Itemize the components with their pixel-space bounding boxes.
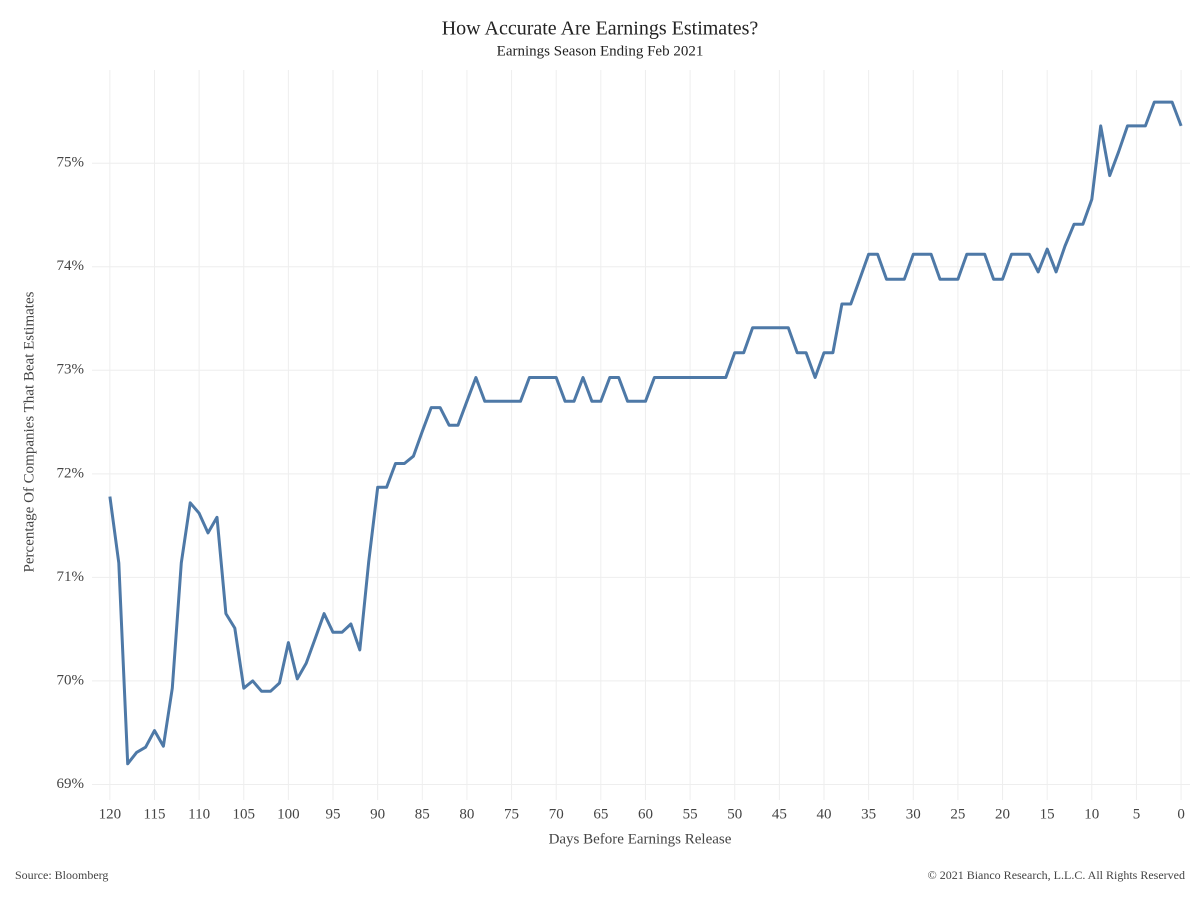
x-tick-label: 95 [326, 806, 341, 822]
x-tick-label: 105 [233, 806, 256, 822]
x-tick-label: 60 [638, 806, 653, 822]
x-tick-label: 90 [370, 806, 385, 822]
x-tick-label: 85 [415, 806, 430, 822]
x-tick-label: 100 [277, 806, 300, 822]
y-tick-label: 69% [57, 776, 85, 792]
x-tick-label: 35 [861, 806, 876, 822]
x-tick-label: 50 [727, 806, 742, 822]
chart-subtitle: Earnings Season Ending Feb 2021 [497, 43, 704, 59]
x-tick-label: 10 [1084, 806, 1099, 822]
x-tick-label: 55 [683, 806, 698, 822]
x-tick-label: 15 [1040, 806, 1055, 822]
x-tick-label: 120 [99, 806, 122, 822]
x-tick-label: 110 [188, 806, 210, 822]
x-tick-label: 65 [593, 806, 608, 822]
y-tick-label: 74% [57, 258, 85, 274]
x-tick-label: 45 [772, 806, 787, 822]
x-tick-label: 80 [459, 806, 474, 822]
x-tick-label: 40 [817, 806, 832, 822]
x-tick-label: 70 [549, 806, 564, 822]
x-tick-label: 5 [1133, 806, 1141, 822]
x-tick-label: 75 [504, 806, 519, 822]
y-axis-label: Percentage Of Companies That Beat Estima… [21, 291, 37, 572]
x-tick-label: 20 [995, 806, 1010, 822]
y-tick-label: 72% [57, 465, 85, 481]
y-tick-label: 71% [57, 569, 85, 585]
chart-title: How Accurate Are Earnings Estimates? [442, 18, 759, 40]
y-tick-label: 75% [57, 155, 85, 171]
y-tick-label: 70% [57, 672, 85, 688]
x-tick-label: 115 [144, 806, 166, 822]
x-tick-label: 30 [906, 806, 921, 822]
copyright-note: © 2021 Bianco Research, L.L.C. All Right… [928, 868, 1185, 882]
data-line [108, 100, 1183, 766]
x-axis-label: Days Before Earnings Release [549, 831, 732, 847]
x-tick-label: 25 [950, 806, 965, 822]
x-tick-label: 0 [1177, 806, 1185, 822]
y-tick-label: 73% [57, 362, 85, 378]
source-note: Source: Bloomberg [15, 868, 108, 882]
